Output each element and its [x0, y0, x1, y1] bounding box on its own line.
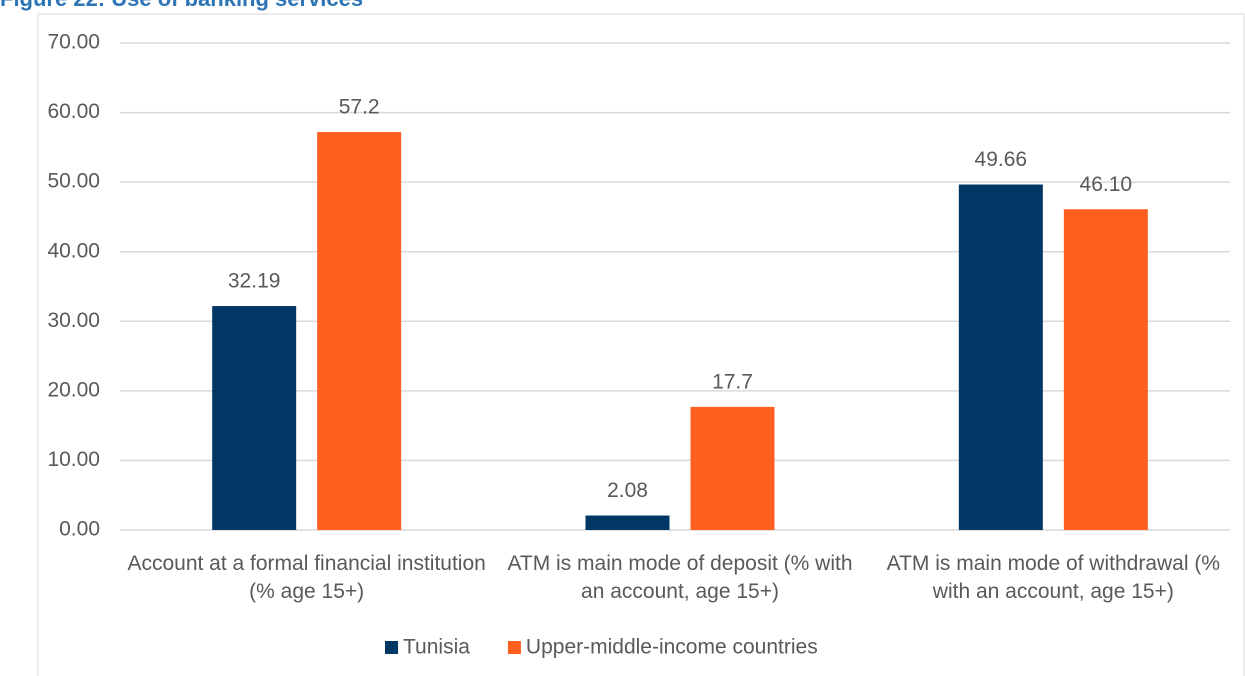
legend-label: Tunisia [403, 636, 470, 659]
data-label: 17.7 [712, 370, 753, 393]
legend-label: Upper-middle-income countries [526, 636, 818, 659]
data-label: 46.10 [1080, 173, 1133, 196]
legend-swatch [385, 641, 398, 654]
bar [958, 184, 1043, 530]
y-tick-label: 10.00 [47, 448, 100, 471]
x-tick-label: ATM is main mode of deposit (% with an a… [507, 552, 853, 603]
bar [690, 406, 775, 530]
bar [1063, 209, 1148, 531]
y-tick-label: 20.00 [47, 378, 100, 401]
chart-frame [37, 13, 1245, 676]
y-tick-label: 40.00 [47, 239, 100, 262]
bar [317, 132, 402, 530]
data-label: 57.2 [339, 96, 380, 119]
x-tick-label: ATM is main mode of withdrawal (% with a… [886, 552, 1221, 603]
y-tick-label: 0.00 [59, 518, 100, 541]
y-tick-label: 50.00 [47, 170, 100, 193]
bar [212, 306, 297, 530]
x-tick-label: Account at a formal financial institutio… [127, 552, 486, 603]
legend-swatch [507, 641, 521, 654]
data-label: 49.66 [975, 148, 1028, 171]
data-label: 2.08 [607, 479, 648, 502]
bar [585, 515, 670, 530]
y-tick-label: 30.00 [47, 309, 100, 332]
y-tick-label: 70.00 [47, 31, 100, 54]
data-label: 32.19 [228, 270, 281, 293]
y-tick-label: 60.00 [47, 100, 100, 123]
chart-title: Figure 22: Use of banking services [0, 0, 363, 12]
